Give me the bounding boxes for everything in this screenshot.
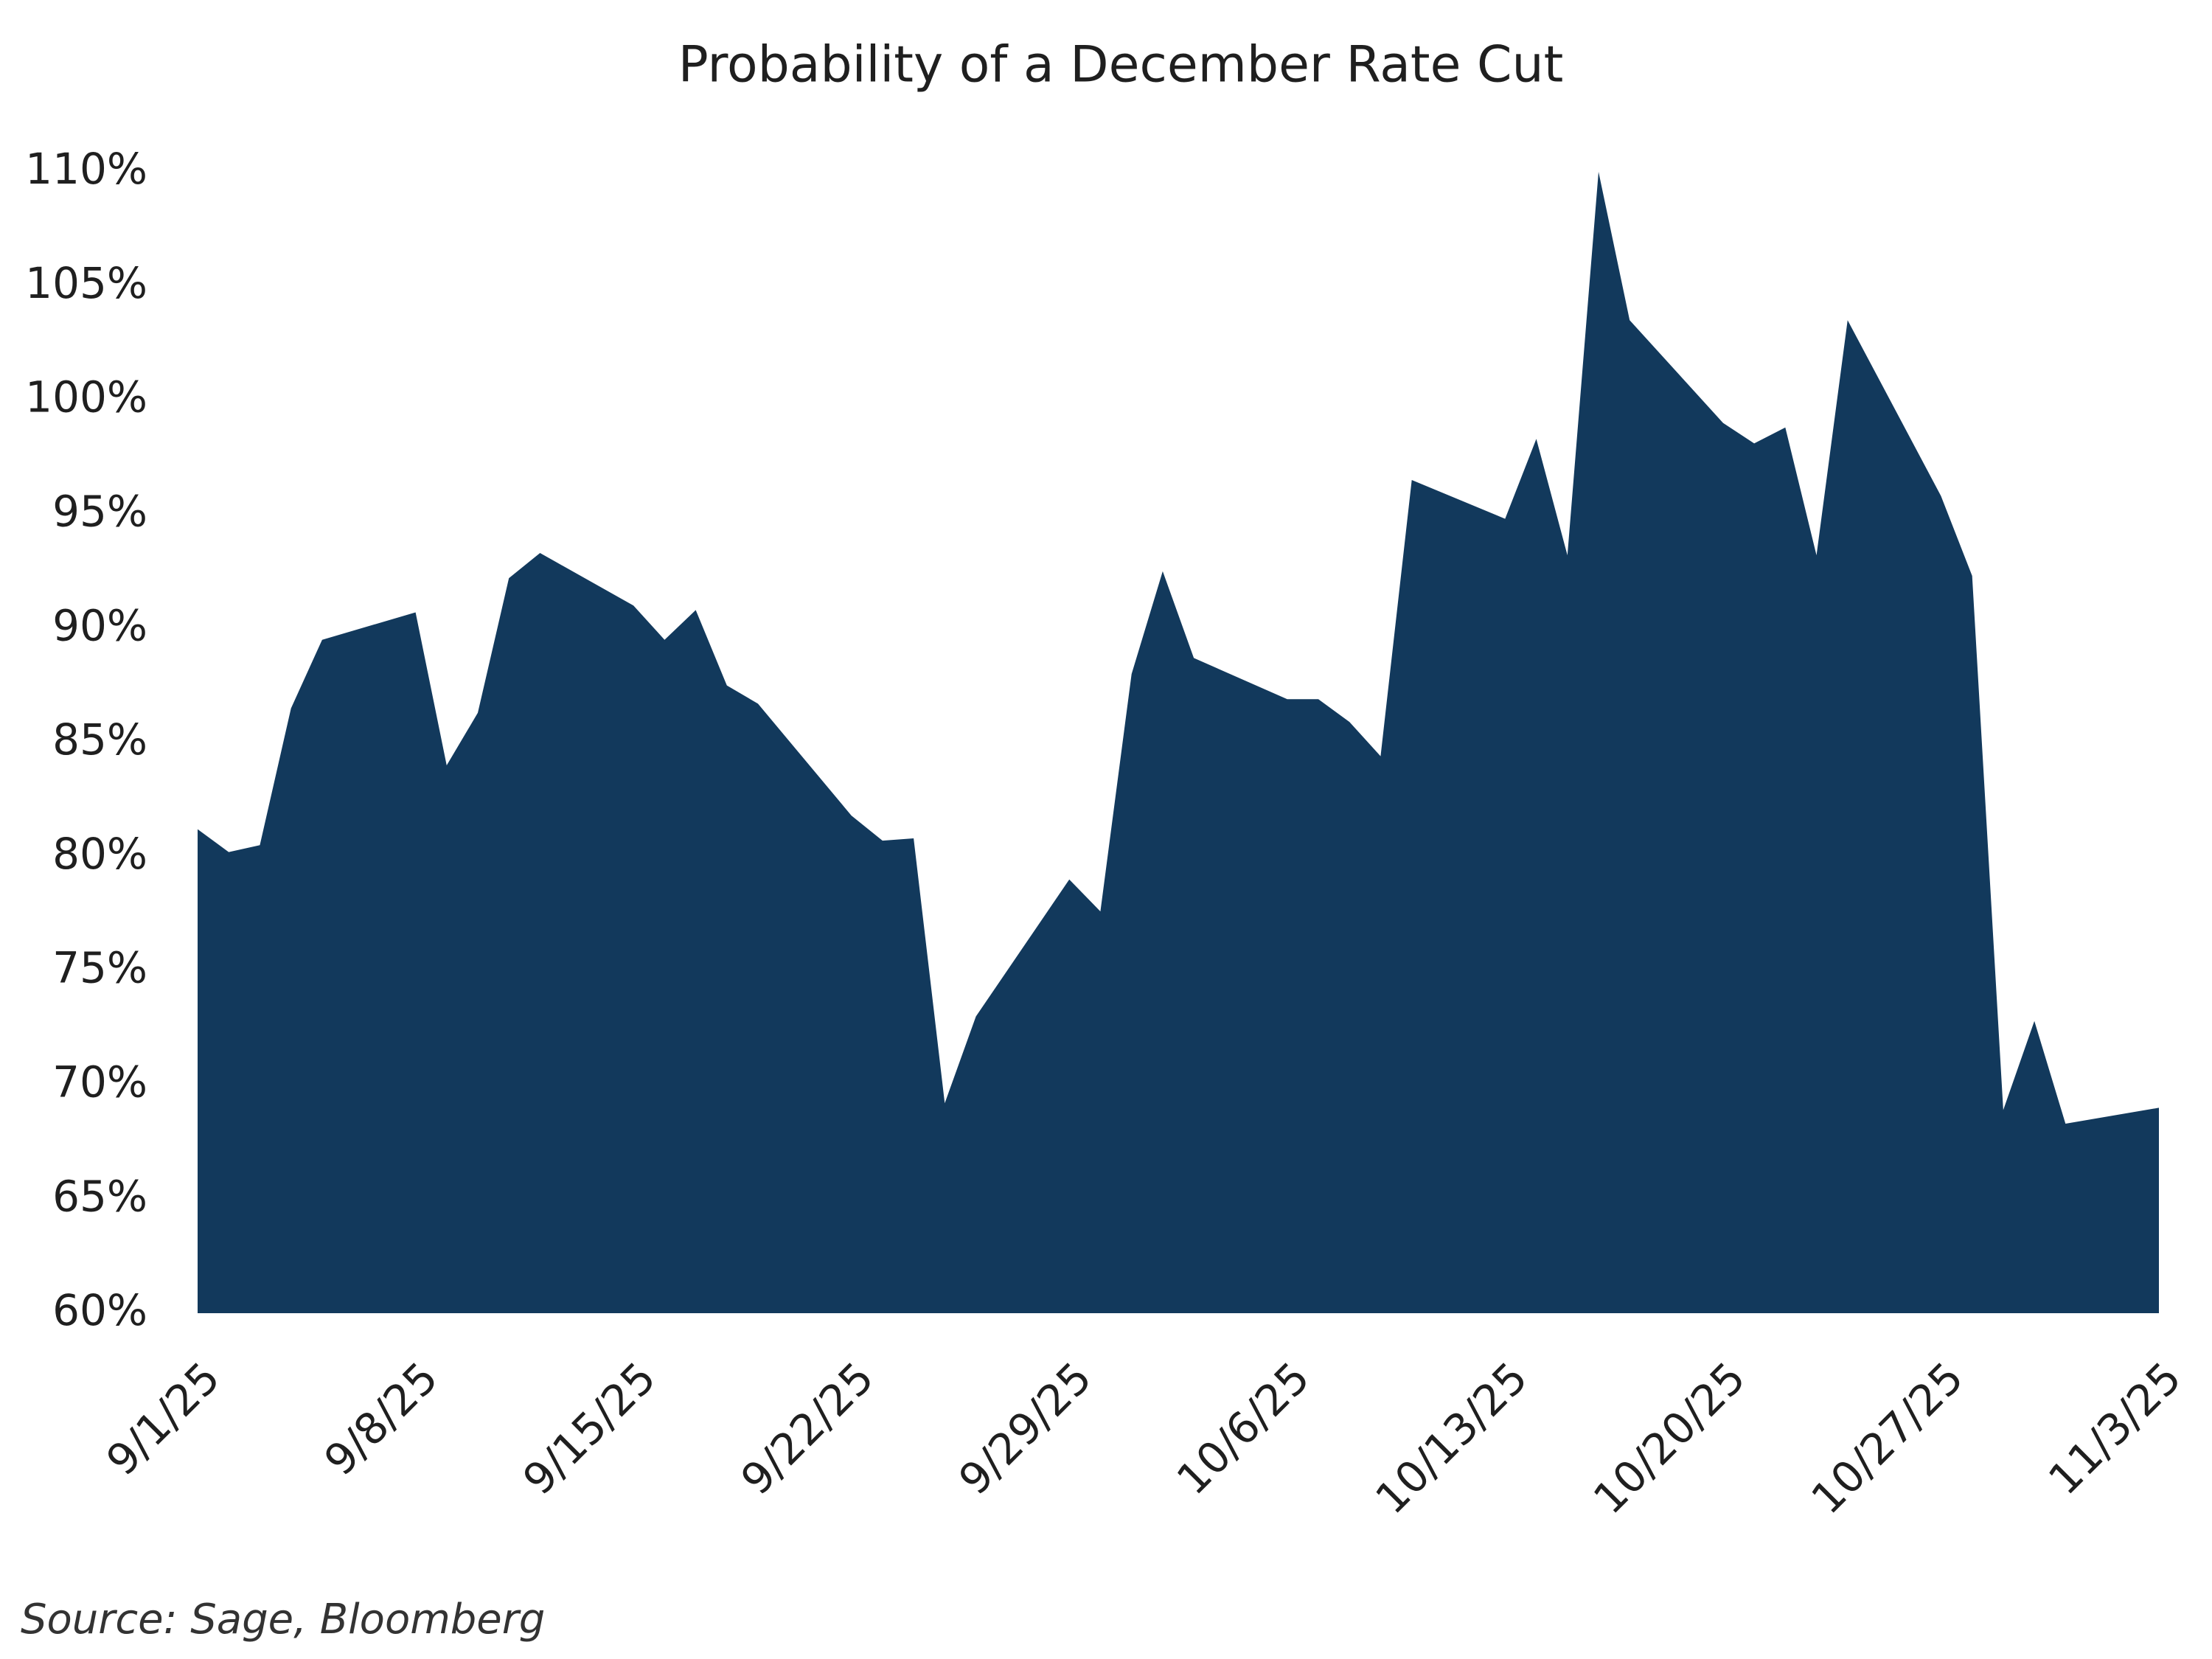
x-tick-label: 9/22/25 <box>731 1352 883 1504</box>
x-tick-label: 10/6/25 <box>1167 1352 1319 1504</box>
x-tick-label: 10/27/25 <box>1801 1352 1972 1523</box>
x-tick-label: 11/3/25 <box>2039 1352 2191 1504</box>
y-tick-label: 75% <box>52 943 147 993</box>
x-tick-label: 9/29/25 <box>949 1352 1101 1504</box>
x-tick-label: 9/8/25 <box>315 1352 448 1485</box>
y-tick-label: 95% <box>52 487 147 537</box>
chart-title: Probability of a December Rate Cut <box>678 36 1564 94</box>
y-tick-label: 100% <box>25 372 147 422</box>
x-tick-label: 10/20/25 <box>1584 1352 1755 1523</box>
y-tick-label: 105% <box>25 258 147 308</box>
y-tick-label: 110% <box>25 144 147 194</box>
x-tick-label: 9/15/25 <box>513 1352 665 1504</box>
y-tick-label: 85% <box>52 714 147 765</box>
y-tick-label: 80% <box>52 829 147 879</box>
source-note: Source: Sage, Bloomberg <box>21 1596 545 1644</box>
y-tick-label: 90% <box>52 600 147 650</box>
x-tick-label: 10/13/25 <box>1366 1352 1537 1523</box>
area <box>198 172 2159 1313</box>
y-tick-label: 65% <box>52 1171 147 1221</box>
y-tick-label: 70% <box>52 1057 147 1107</box>
y-tick-label: 60% <box>52 1285 147 1335</box>
x-tick-label: 9/1/25 <box>97 1352 229 1485</box>
